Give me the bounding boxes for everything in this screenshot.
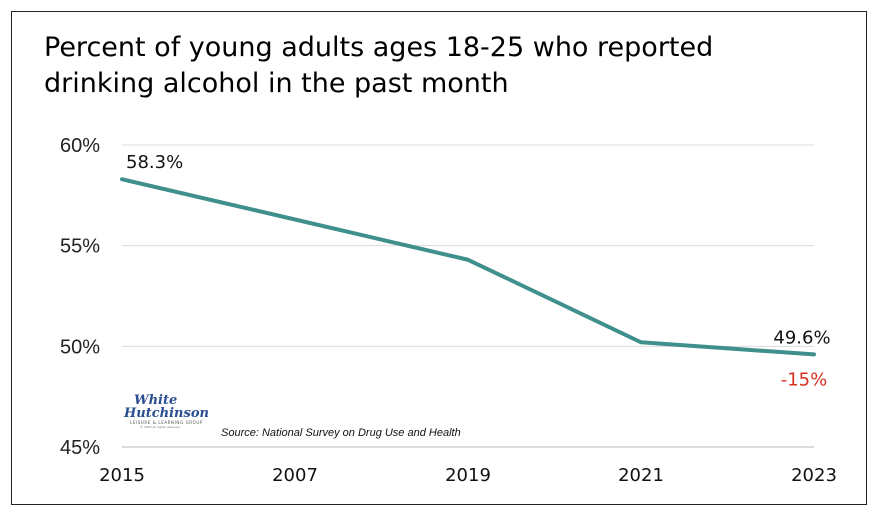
- y-tick-label: 55%: [60, 236, 100, 258]
- y-tick-label: 60%: [60, 135, 100, 157]
- logo-line-2: Hutchinson: [124, 406, 209, 421]
- logo-line-1: White: [134, 393, 178, 408]
- logo-line-3: LEISURE & LEARNING GROUP: [130, 420, 203, 425]
- y-tick-label: 45%: [60, 437, 100, 459]
- gridlines: [122, 144, 814, 448]
- series-line: [120, 177, 816, 357]
- data-label: 49.6%: [773, 327, 830, 348]
- data-label: 58.3%: [126, 152, 183, 173]
- change-annotation: -15%: [781, 369, 828, 390]
- y-axis-ticks: 60% 55% 50% 45%: [60, 135, 100, 459]
- x-tick-label: 2021: [618, 465, 664, 486]
- chart-frame: [11, 11, 867, 505]
- source-note: Source: National Survey on Drug Use and …: [221, 427, 461, 439]
- white-hutchinson-logo: White Hutchinson LEISURE & LEARNING GROU…: [124, 394, 214, 438]
- series-lines: [120, 177, 816, 357]
- y-tick-label: 50%: [60, 336, 100, 358]
- logo-line-4: © 2025 all rights reserved: [140, 425, 180, 429]
- x-tick-label: 2019: [445, 465, 491, 486]
- x-tick-label: 2007: [272, 465, 318, 486]
- data-labels: 58.3% 49.6% -15%: [126, 152, 831, 390]
- x-axis-ticks: 2015 2007 2019 2021 2023: [99, 465, 837, 486]
- x-tick-label: 2015: [99, 465, 145, 486]
- x-tick-label: 2023: [791, 465, 837, 486]
- chart-title: Percent of young adults ages 18-25 who r…: [44, 32, 714, 99]
